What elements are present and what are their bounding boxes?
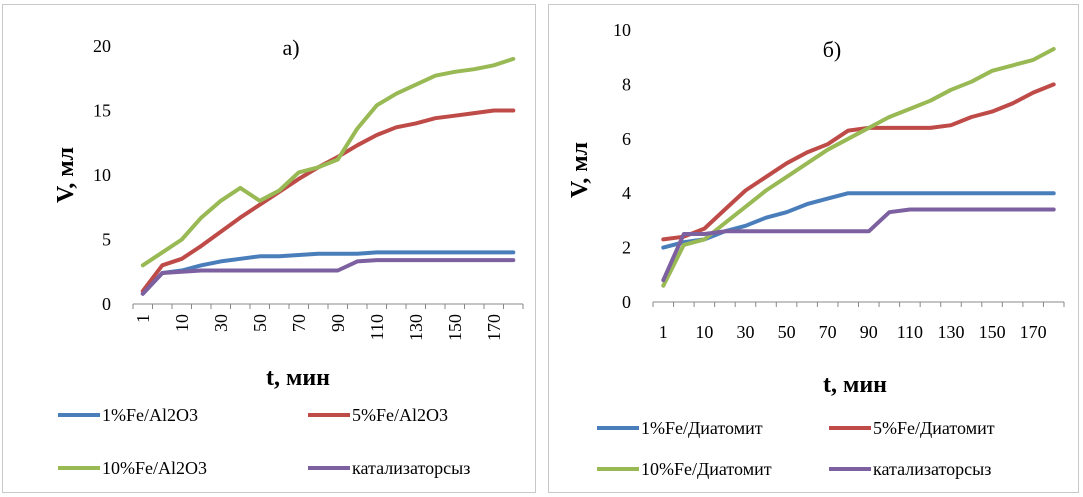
chart-a-y-tick-label: 0: [102, 294, 111, 314]
chart-b-legend-label-3: 10%Fe/Диатомит: [641, 459, 772, 479]
chart-b-y-tick-label: 2: [622, 238, 631, 258]
chart-b-x-axis-title: t, мин: [823, 372, 887, 398]
chart-b-x-tick-label: 50: [778, 322, 796, 342]
chart-b-y-tick-label: 0: [622, 292, 631, 312]
chart-b-legend-label-1: 1%Fe/Диатомит: [641, 418, 763, 438]
chart-b-y-tick-label: 6: [622, 129, 631, 149]
chart-a-y-tick-label: 10: [93, 165, 111, 185]
chart-a-x-tick-label: 10: [172, 314, 192, 332]
chart-b-y-axis-title: V, мл: [567, 142, 593, 198]
chart-b-x-tick-label: 170: [1020, 322, 1047, 342]
chart-a-x-tick-label: 130: [406, 314, 426, 341]
chart-a-legend-label-2: 5%Fe/Al2O3: [352, 405, 448, 425]
chart-b-x-tick-label: 110: [897, 322, 923, 342]
chart-a-series-line-2: [140, 108, 516, 294]
chart-a-y-tick-label: 20: [93, 36, 111, 56]
chart-b-legend-label-4: катализаторсыз: [873, 459, 991, 479]
chart-b-x-tick-label: 90: [860, 322, 878, 342]
chart-a-y-axis-title: V, мл: [53, 147, 79, 203]
chart-a-series-line-3: [140, 56, 516, 268]
chart-b-x-tick-label: 10: [695, 322, 713, 342]
chart-a-x-tick-label: 30: [211, 314, 231, 332]
chart-panel-a: 0 5 10 15 20 1 10 30 50 70 90 110 130 150 170 а) t, мин V…: [2, 4, 536, 493]
chart-a-y-tick-label: 15: [93, 101, 111, 121]
chart-a-legend-label-1: 1%Fe/Al2O3: [102, 405, 198, 425]
chart-b-x-tick-label: 70: [819, 322, 837, 342]
chart-a-panel-label: а): [282, 35, 299, 60]
chart-a-x-tick-label: 1: [133, 314, 153, 323]
chart-b-y-tick-label: 4: [622, 183, 631, 203]
chart-b-series-line-4: [661, 207, 1056, 283]
chart-b-x-tick-label: 130: [937, 322, 964, 342]
chart-b-series-line-1: [661, 191, 1056, 250]
chart-a-series-line-4: [140, 258, 516, 296]
chart-b-panel-label: б): [823, 37, 842, 62]
chart-b-series-line-3: [661, 47, 1056, 288]
chart-b-legend-label-2: 5%Fe/Диатомит: [873, 418, 995, 438]
chart-a-legend-label-4: катализаторсыз: [352, 458, 470, 478]
chart-panel-b: 0 2 4 6 8 10 1 10 30 50 70 90 110 130 150 170 б) t, мин V,…: [548, 4, 1079, 493]
chart-a-x-tick-label: 150: [445, 314, 465, 341]
chart-b-y-tick-label: 8: [622, 74, 631, 94]
chart-a-x-tick-label: 70: [289, 314, 309, 332]
chart-b-series-line-2: [661, 82, 1056, 242]
chart-a-x-tick-label: 90: [328, 314, 348, 332]
chart-b-y-tick-label: 10: [613, 20, 631, 40]
chart-a-x-tick-label: 110: [367, 314, 387, 340]
chart-a-series-line-1: [140, 250, 516, 296]
chart-b-x-tick-label: 1: [659, 322, 668, 342]
chart-a-y-tick-label: 5: [102, 230, 111, 250]
chart-a-x-tick-label: 170: [484, 314, 504, 341]
chart-a-legend-label-3: 10%Fe/Al2O3: [102, 458, 207, 478]
chart-a-x-tick-label: 50: [250, 314, 270, 332]
chart-b-x-tick-label: 30: [736, 322, 754, 342]
chart-b-x-tick-label: 150: [979, 322, 1006, 342]
chart-a-x-axis-title: t, мин: [266, 365, 330, 391]
